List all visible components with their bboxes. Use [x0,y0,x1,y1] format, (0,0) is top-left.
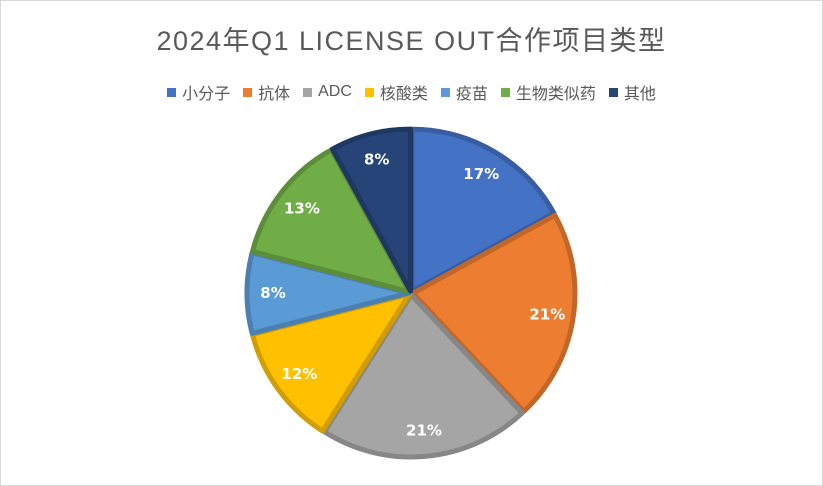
legend-swatch [364,87,374,97]
chart-title: 2024年Q1 LICENSE OUT合作项目类型 [156,26,667,56]
slice-data-label: 8% [260,284,285,302]
legend-label: 小分子 [182,86,231,103]
slice-data-label: 8% [364,150,389,168]
pie-slice [250,147,412,295]
slice-data-label: 12% [281,365,317,383]
slice-data-label: 13% [284,199,320,217]
legend-swatch [440,87,450,97]
legend-label: ADC [318,83,352,100]
pie-slice [410,212,578,414]
legend-label: 核酸类 [379,86,428,103]
legend-label: 其他 [623,86,656,103]
pie-slice [249,291,412,434]
pie-slice [409,126,557,294]
slice-data-label: 17% [463,165,499,183]
legend-label: 疫苗 [455,86,488,103]
legend-item: ADC [303,83,352,101]
pie-slice [321,292,525,460]
legend: 小分子 抗体 ADC 核酸类 疫苗 生物类似药 其他 [1,80,822,104]
legend-label: 生物类似药 [515,86,596,103]
legend-item: 核酸类 [364,80,428,104]
legend-swatch [303,87,313,97]
legend-item: 生物类似药 [500,80,596,104]
legend-swatch [608,87,618,97]
legend-item: 其他 [608,80,656,104]
legend-item: 抗体 [243,80,290,104]
legend-item: 小分子 [167,80,230,104]
slice-data-label: 21% [529,306,565,324]
legend-item: 疫苗 [440,80,488,104]
slice-data-label: 21% [406,421,442,439]
legend-label: 抗体 [258,86,291,103]
legend-swatch [500,87,510,97]
pie-slice [329,126,414,294]
legend-swatch [243,87,253,97]
legend-swatch [167,87,177,97]
